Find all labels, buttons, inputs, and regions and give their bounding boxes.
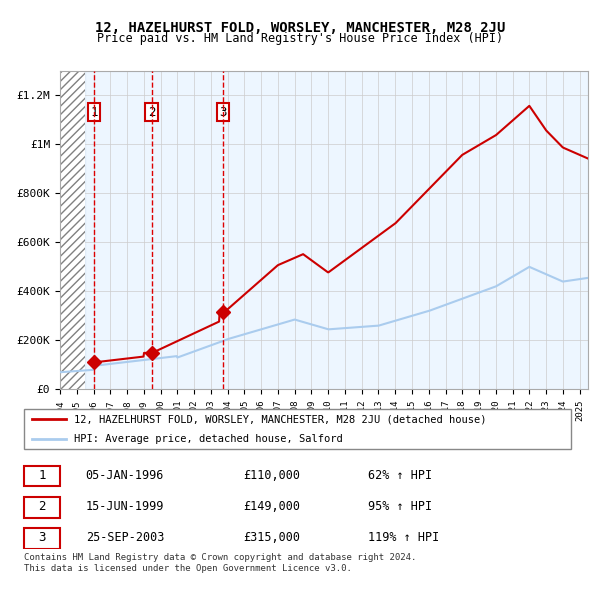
Text: 62% ↑ HPI: 62% ↑ HPI [368,468,432,481]
Text: 05-JAN-1996: 05-JAN-1996 [86,468,164,481]
Text: £315,000: £315,000 [244,531,301,544]
FancyBboxPatch shape [23,497,60,517]
Text: Price paid vs. HM Land Registry's House Price Index (HPI): Price paid vs. HM Land Registry's House … [97,32,503,45]
Text: 119% ↑ HPI: 119% ↑ HPI [368,531,439,544]
Text: 12, HAZELHURST FOLD, WORSLEY, MANCHESTER, M28 2JU: 12, HAZELHURST FOLD, WORSLEY, MANCHESTER… [95,21,505,35]
Text: Contains HM Land Registry data © Crown copyright and database right 2024.
This d: Contains HM Land Registry data © Crown c… [24,553,416,573]
Text: 1: 1 [90,106,98,119]
Bar [60,71,85,389]
Text: 1: 1 [38,468,46,481]
FancyBboxPatch shape [23,528,60,549]
Text: 95% ↑ HPI: 95% ↑ HPI [368,500,432,513]
Text: 15-JUN-1999: 15-JUN-1999 [86,500,164,513]
Text: 2: 2 [38,500,46,513]
Text: 2: 2 [148,106,155,119]
Bar [85,71,588,389]
Text: HPI: Average price, detached house, Salford: HPI: Average price, detached house, Salf… [74,434,343,444]
Bar [60,71,85,389]
Text: £149,000: £149,000 [244,500,301,513]
Text: 3: 3 [38,531,46,544]
Text: £110,000: £110,000 [244,468,301,481]
Text: 12, HAZELHURST FOLD, WORSLEY, MANCHESTER, M28 2JU (detached house): 12, HAZELHURST FOLD, WORSLEY, MANCHESTER… [74,415,487,424]
Text: 3: 3 [220,106,227,119]
FancyBboxPatch shape [23,409,571,449]
Text: 25-SEP-2003: 25-SEP-2003 [86,531,164,544]
FancyBboxPatch shape [23,466,60,486]
